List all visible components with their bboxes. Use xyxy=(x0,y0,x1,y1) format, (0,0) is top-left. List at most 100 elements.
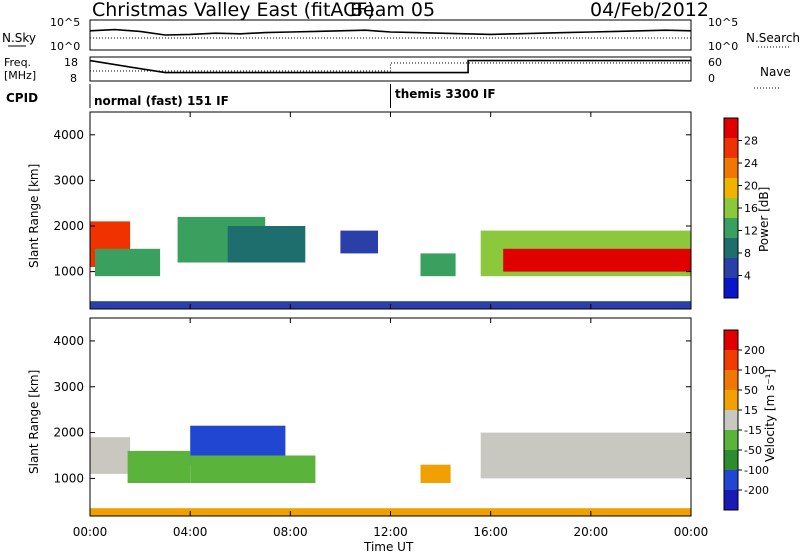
freq-label-line2: [MHz] xyxy=(4,69,36,82)
power-ylabel: Slant Range [km] xyxy=(27,164,41,268)
station-title: Christmas Valley East (fitACF) xyxy=(92,0,375,21)
colorbar-tick-label: -15 xyxy=(744,424,762,437)
nsearch-label: N.Search xyxy=(746,31,800,45)
freq-tick-high: 18 xyxy=(64,56,78,69)
velocity-colorbar: 200 100 50 15 -15 -50 -100 -200 xyxy=(723,329,769,511)
freq-series-line xyxy=(89,59,691,74)
colorbar-swatch xyxy=(724,198,738,219)
colorbar-swatch xyxy=(724,490,738,511)
velocity-background xyxy=(90,318,691,516)
colorbar-tick-label: 28 xyxy=(744,135,758,148)
colorbar-swatch xyxy=(724,238,738,259)
x-tick-label: 08:00 xyxy=(273,525,308,539)
x-tick-label: 20:00 xyxy=(574,525,609,539)
colorbar-tick-label: 4 xyxy=(744,270,751,283)
velocity-colorbar-label: Velocity [m s⁻¹] xyxy=(763,369,777,462)
colorbar-swatch xyxy=(724,470,738,491)
y-tick-label: 1000 xyxy=(53,265,84,279)
cpid-label: CPID xyxy=(6,91,38,105)
nsky-series-line xyxy=(89,28,692,36)
velocity-ylabel: Slant Range [km] xyxy=(27,370,41,474)
nave-series-line xyxy=(90,62,691,72)
power-colorbar-label: Power [dB] xyxy=(757,187,771,252)
colorbar-tick-label: 200 xyxy=(744,344,765,357)
beam-title: Beam 05 xyxy=(350,0,435,21)
cpid-mode-normal: normal (fast) 151 IF xyxy=(94,94,229,108)
noise-right-tick-low: 10^0 xyxy=(708,40,738,53)
colorbar-swatch xyxy=(724,330,738,351)
x-axis-label: Time UT xyxy=(363,540,414,554)
scatter-region xyxy=(340,230,378,254)
colorbar-swatch xyxy=(724,158,738,179)
freq-label-line1: Freq. xyxy=(4,56,31,69)
scatter-region xyxy=(90,437,131,474)
colorbar-swatch xyxy=(724,350,738,371)
freq-frame xyxy=(89,56,692,82)
nave-label: Nave xyxy=(760,65,791,79)
scatter-region xyxy=(420,253,456,277)
cpid-mode-themis: themis 3300 IF xyxy=(395,87,496,101)
colorbar-tick-label: -200 xyxy=(744,484,769,497)
x-tick-label: 12:00 xyxy=(373,525,408,539)
colorbar-tick-label: -100 xyxy=(744,464,769,477)
colorbar-swatch xyxy=(724,118,738,139)
y-tick-label: 2000 xyxy=(53,426,84,440)
scatter-region xyxy=(227,226,306,263)
colorbar-swatch xyxy=(724,138,738,159)
nave-tick-low: 0 xyxy=(708,72,715,85)
colorbar-frame xyxy=(723,329,739,511)
colorbar-tick-label: 24 xyxy=(744,157,758,170)
power-yticks: 1000 2000 3000 4000 xyxy=(53,128,691,279)
velocity-panel: 1000 2000 3000 4000 Slant Range [km] 200 100… xyxy=(27,317,777,517)
colorbar-swatch xyxy=(724,430,738,451)
nsky-label: N.Sky xyxy=(2,31,36,45)
y-tick-label: 2000 xyxy=(53,219,84,233)
colorbar-swatch xyxy=(724,410,738,431)
power-panel: 1000 2000 3000 4000 Slant Range [km] 28 24 20… xyxy=(27,111,771,310)
noise-frame xyxy=(89,19,692,51)
scatter-region xyxy=(420,464,451,483)
colorbar-tick-label: 50 xyxy=(744,384,758,397)
noise-left-tick-high: 10^5 xyxy=(50,16,80,29)
colorbar-swatch xyxy=(724,178,738,199)
y-tick-label: 1000 xyxy=(53,471,84,485)
scatter-region xyxy=(480,432,691,479)
colorbar-tick-label: -50 xyxy=(744,444,762,457)
x-tick-label: 16:00 xyxy=(473,525,508,539)
colorbar-swatch xyxy=(724,218,738,239)
scatter-region xyxy=(503,248,691,272)
freq-tick-low: 8 xyxy=(70,72,77,85)
colorbar-swatch xyxy=(724,390,738,411)
cpid-panel: CPID normal (fast) 151 IF themis 3300 IF xyxy=(6,84,496,108)
nave-tick-high: 60 xyxy=(708,56,722,69)
x-tick-label: 00:00 xyxy=(674,525,709,539)
noise-panel: N.Sky 10^5 10^0 10^5 10^0 N.Search xyxy=(2,16,800,53)
colorbar-tick-label: 20 xyxy=(744,180,758,193)
velocity-yticks: 1000 2000 3000 4000 xyxy=(53,334,691,485)
colorbar-swatch xyxy=(724,450,738,471)
freq-panel: Freq. [MHz] 18 8 60 0 Nave xyxy=(4,56,791,89)
colorbar-tick-label: 16 xyxy=(744,202,758,215)
date-title: 04/Feb/2012 xyxy=(590,0,709,21)
colorbar-tick-label: 15 xyxy=(744,404,758,417)
colorbar-tick-label: 12 xyxy=(744,225,758,238)
noise-right-tick-high: 10^5 xyxy=(708,16,738,29)
scatter-region xyxy=(190,455,316,483)
y-tick-label: 4000 xyxy=(53,128,84,142)
x-tick-label: 00:00 xyxy=(73,525,108,539)
power-colorbar: 28 24 20 16 12 8 4 xyxy=(723,117,758,299)
colorbar-tick-label: 100 xyxy=(744,364,765,377)
scatter-region xyxy=(127,450,191,483)
scatter-region xyxy=(95,248,161,277)
y-tick-label: 3000 xyxy=(53,173,84,187)
y-tick-label: 3000 xyxy=(53,380,84,394)
colorbar-swatch xyxy=(724,370,738,391)
colorbar-swatch xyxy=(724,278,738,299)
y-tick-label: 4000 xyxy=(53,334,84,348)
x-axis-ticks: 00:00 04:00 08:00 12:00 16:00 20:00 00:00 xyxy=(73,112,709,539)
x-tick-label: 04:00 xyxy=(173,525,208,539)
power-background xyxy=(90,112,691,309)
colorbar-tick-label: 8 xyxy=(744,247,751,260)
noise-left-tick-low: 10^0 xyxy=(50,40,80,53)
